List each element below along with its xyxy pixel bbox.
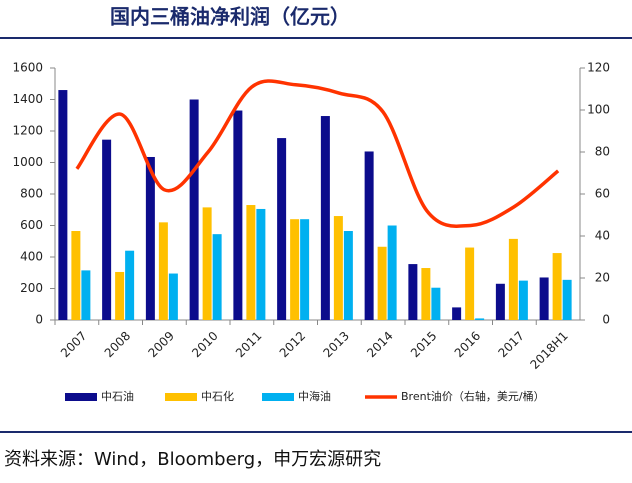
bar — [431, 287, 441, 320]
bar — [539, 277, 549, 320]
bar — [300, 219, 310, 320]
y-tick-label: 600 — [20, 218, 43, 232]
y-tick-label: 1200 — [12, 124, 43, 138]
bar — [421, 268, 431, 320]
bar — [290, 219, 300, 320]
bar — [333, 216, 343, 320]
y-tick-label: 200 — [20, 281, 43, 295]
y2-tick-label: 20 — [595, 271, 610, 285]
bar — [212, 234, 222, 320]
bar — [475, 318, 485, 320]
bar — [158, 222, 168, 320]
x-tick-label: 2008 — [102, 329, 133, 360]
bar — [364, 151, 374, 320]
y2-tick-label: 100 — [587, 103, 610, 117]
x-tick-label: 2012 — [277, 329, 308, 360]
x-tick-label: 2013 — [320, 329, 351, 360]
bar — [58, 90, 68, 320]
x-tick-label: 2017 — [495, 329, 526, 360]
y-tick-label: 0 — [35, 313, 43, 327]
bar — [408, 264, 418, 320]
bar — [518, 280, 528, 320]
y2-tick-label: 120 — [587, 61, 610, 75]
x-tick-label: 2010 — [189, 329, 220, 360]
bar — [377, 246, 387, 320]
bar — [277, 138, 287, 320]
bar — [115, 271, 125, 320]
y-tick-label: 1000 — [12, 155, 43, 169]
x-tick-label: 2016 — [452, 329, 483, 360]
bar — [145, 156, 155, 320]
bar — [465, 247, 475, 320]
bar — [562, 279, 572, 320]
x-tick-label: 2011 — [233, 329, 264, 360]
bar — [233, 110, 243, 321]
y2-tick-label: 40 — [595, 229, 610, 243]
y2-tick-label: 0 — [602, 313, 610, 327]
source: 资料来源：Wind，Bloomberg，申万宏源研究 — [4, 449, 381, 470]
bar — [202, 207, 212, 320]
line — [75, 79, 560, 228]
y-tick-label: 1600 — [12, 61, 43, 75]
bar — [246, 205, 256, 320]
bar — [168, 273, 178, 320]
bar — [387, 225, 397, 320]
y-tick-label: 400 — [20, 250, 43, 264]
bar — [495, 283, 505, 320]
x-tick-label: 2007 — [58, 329, 89, 360]
y-tick-label: 1400 — [12, 92, 43, 106]
x-tick-label: 2014 — [364, 329, 395, 360]
bar — [552, 253, 562, 320]
legend-label: 中石油 — [101, 389, 134, 403]
bar — [189, 99, 199, 320]
legend-swatch — [65, 393, 97, 401]
bar — [508, 238, 518, 320]
legend-label: Brent油价（右轴，美元/桶） — [401, 389, 545, 403]
legend-swatch — [165, 393, 197, 401]
bar — [71, 231, 81, 320]
chart-title: 国内三桶油净利润（亿元） — [110, 5, 350, 29]
bar — [81, 270, 91, 320]
y-tick-label: 800 — [20, 187, 43, 201]
legend-label: 中海油 — [298, 389, 331, 403]
x-tick-label: 2018H1 — [527, 329, 570, 372]
y2-tick-label: 60 — [595, 187, 610, 201]
bar — [452, 307, 462, 320]
bar — [102, 139, 112, 320]
bar — [125, 250, 135, 320]
bar — [256, 208, 266, 320]
bar — [343, 231, 353, 320]
legend-swatch — [262, 393, 294, 401]
legend-label: 中石化 — [201, 389, 234, 403]
bar — [320, 116, 330, 320]
x-tick-label: 2015 — [408, 329, 439, 360]
y2-tick-label: 80 — [595, 145, 610, 159]
x-tick-label: 2009 — [145, 329, 176, 360]
